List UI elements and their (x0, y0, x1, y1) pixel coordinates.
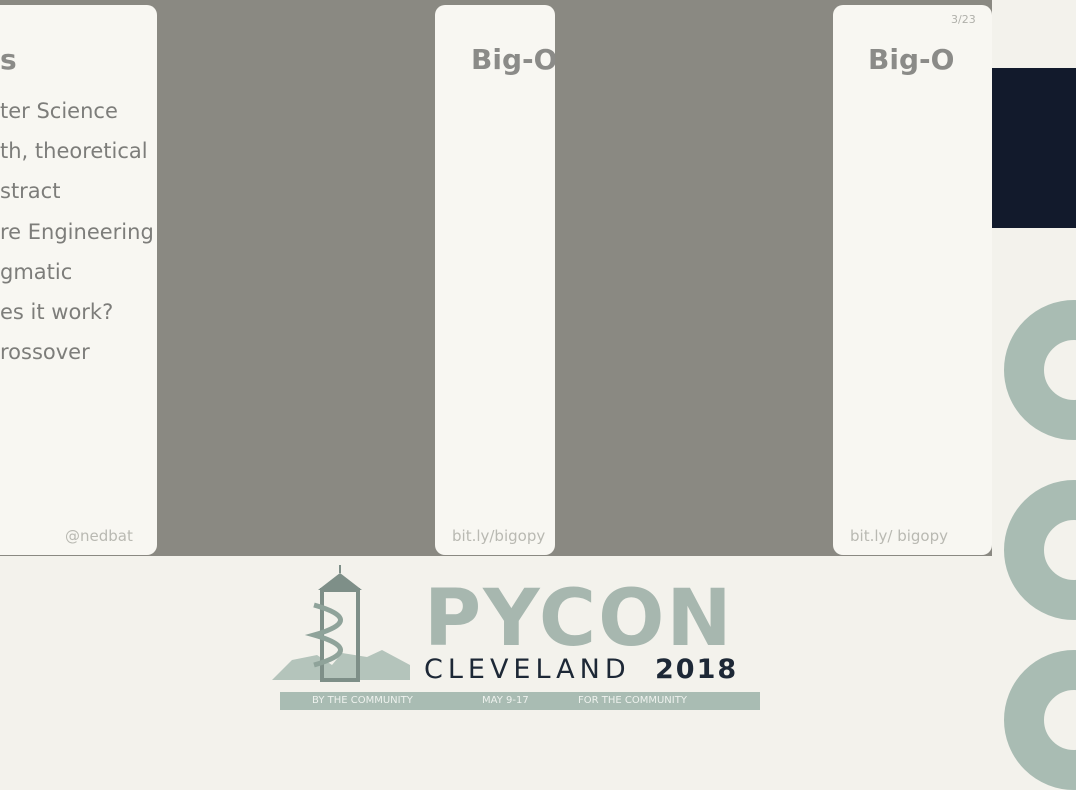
slide: Big-O bit.ly/bigopy (435, 5, 555, 555)
teal-shape (1004, 480, 1076, 620)
banner-text: BY THE COMMUNITY (312, 695, 413, 706)
banner-text: MAY 9-17 (482, 695, 529, 706)
slide-footer: bit.ly/bigopy (452, 527, 546, 545)
slide-title: Big-O (471, 43, 555, 76)
slide: 3/23 Big-O bit.ly/ bigopy (833, 5, 992, 555)
navy-block (992, 68, 1076, 228)
bullet: th, theoretical (0, 139, 148, 163)
banner-text: FOR THE COMMUNITY (578, 695, 687, 706)
slide-footer: bit.ly/ bigopy (850, 527, 948, 545)
tower-icon (272, 565, 410, 682)
banner (280, 692, 760, 710)
logo-city: CLEVELAND (424, 654, 631, 685)
page-number: 3/23 (951, 13, 976, 26)
bullet: ter Science (0, 99, 118, 123)
logo-year: 2018 (655, 654, 739, 685)
teal-shape (1004, 300, 1076, 440)
slide: s ter Science th, theoretical stract re … (0, 5, 157, 555)
slide-title: Big-O (868, 43, 955, 76)
logo-name: PYCON (424, 574, 734, 664)
bullet: gmatic (0, 260, 73, 284)
bullet: es it work? (0, 300, 114, 324)
bullet: rossover (0, 340, 90, 364)
teal-shape (1004, 650, 1076, 790)
bullet: re Engineering (0, 220, 154, 244)
bullet: stract (0, 179, 61, 203)
slide-title: s (0, 43, 17, 76)
slide-footer: @nedbat (65, 527, 133, 545)
